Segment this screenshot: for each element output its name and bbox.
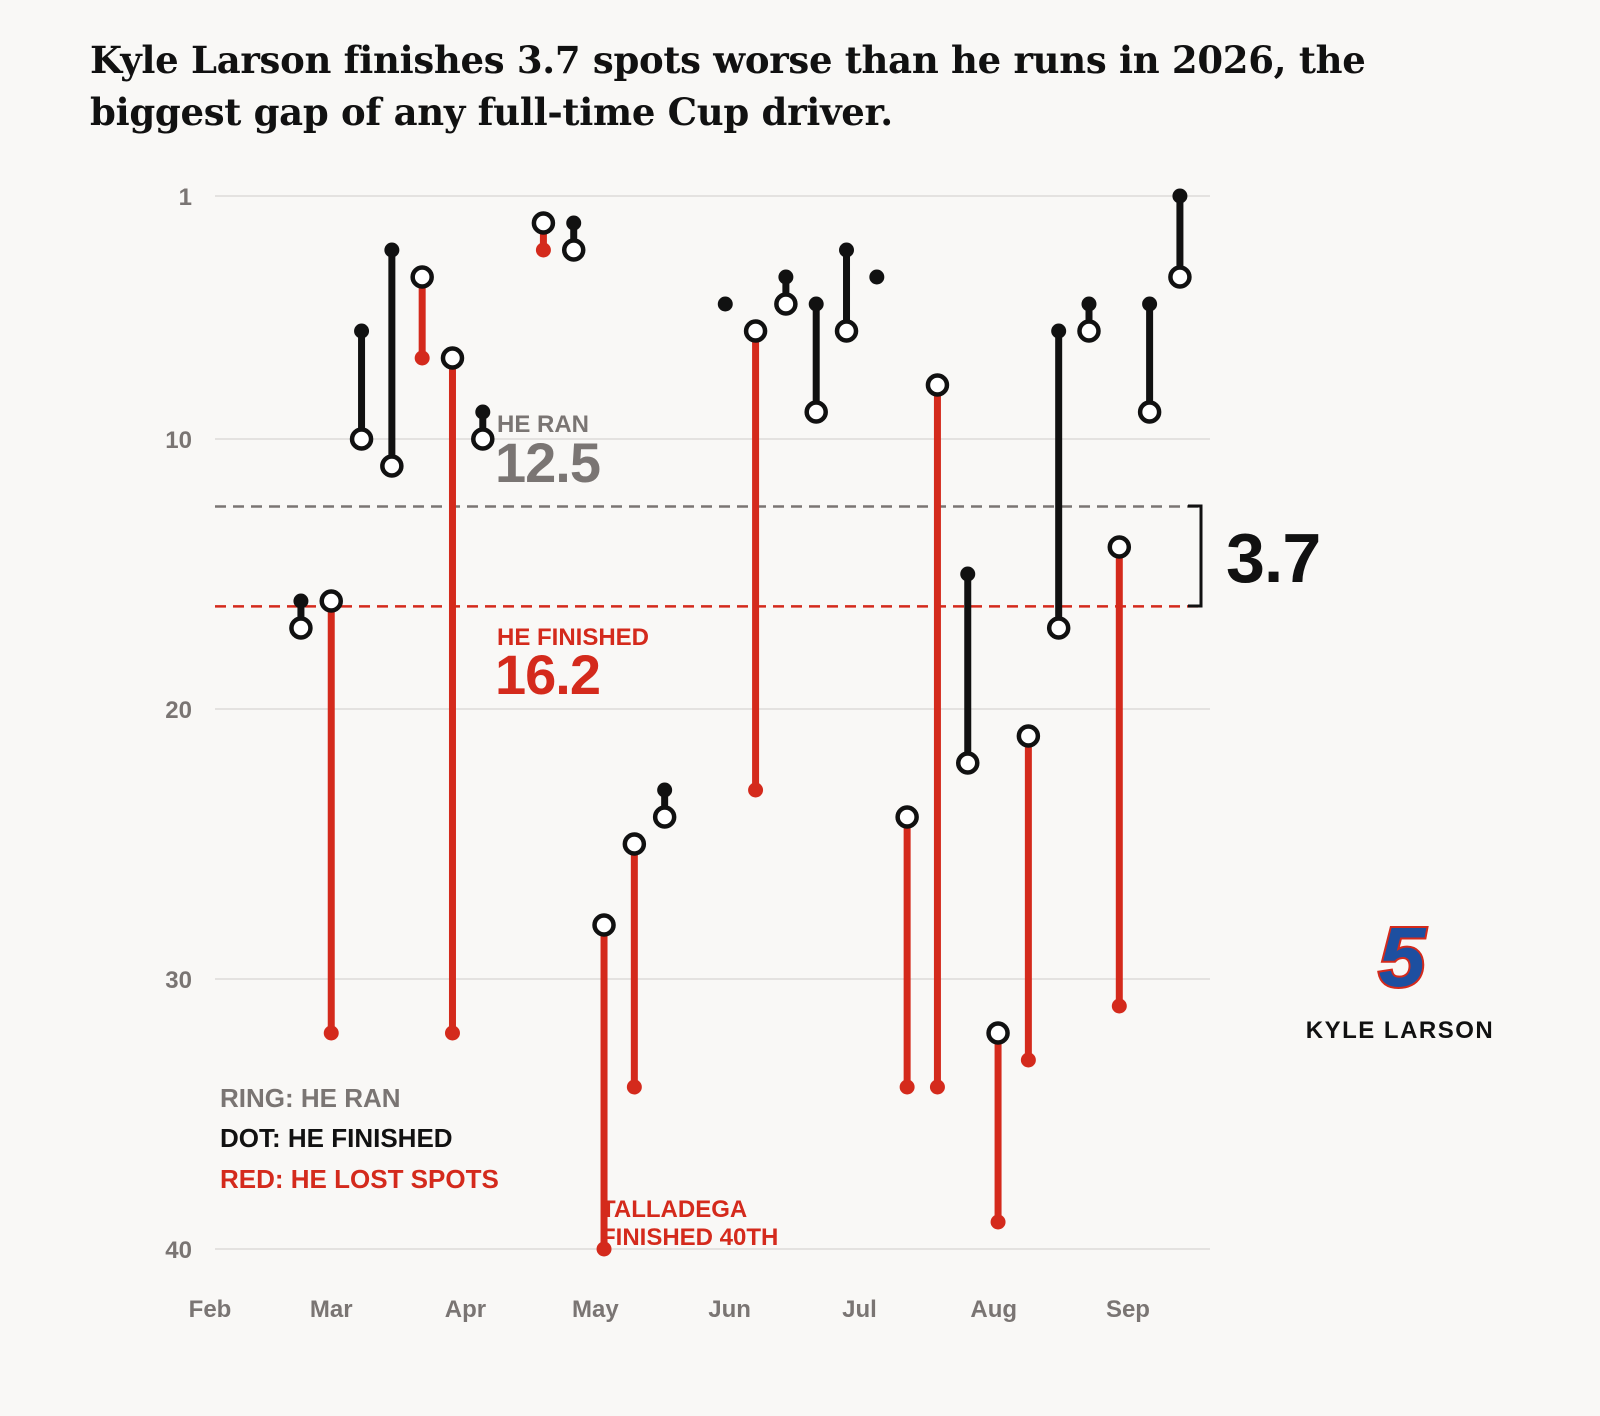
chart-title: Kyle Larson finishes 3.7 spots worse tha… xyxy=(90,38,1366,134)
race-marks xyxy=(289,188,1192,1257)
ran-ring xyxy=(380,454,404,478)
ran-ring xyxy=(774,292,798,316)
gap-value: 3.7 xyxy=(1226,519,1320,597)
y-tick-label: 30 xyxy=(165,967,192,994)
ran-ring xyxy=(804,400,828,424)
finish-dot xyxy=(929,1079,945,1095)
ran-ring xyxy=(895,805,919,829)
finished-average-value: 16.2 xyxy=(495,643,600,706)
car-number: 5 xyxy=(1379,918,1427,998)
driver-brand: 5 KYLE LARSON xyxy=(1290,908,1510,1045)
finish-dot xyxy=(414,350,430,366)
finish-dot xyxy=(748,782,764,798)
ran-ring xyxy=(622,832,647,856)
legend-red: RED: HE LOST SPOTS xyxy=(220,1164,499,1194)
finish-dot xyxy=(475,404,491,420)
ran-average-value: 12.5 xyxy=(495,431,600,494)
x-tick-label: May xyxy=(572,1296,619,1323)
x-tick-label: Feb xyxy=(189,1296,232,1323)
ran-ring xyxy=(1046,616,1071,640)
x-tick-label: Aug xyxy=(970,1296,1017,1323)
finished-average-label: HE FINISHED xyxy=(497,624,649,651)
y-tick-label: 1 xyxy=(179,184,192,211)
finish-dot xyxy=(626,1079,642,1095)
gap-bracket xyxy=(1188,504,1203,608)
legend-ring: RING: HE RAN xyxy=(220,1083,401,1113)
ran-ring xyxy=(834,319,859,343)
grid-lines xyxy=(215,195,1210,1250)
ran-ring xyxy=(410,265,434,289)
finish-dot xyxy=(444,1025,460,1041)
finish-dot xyxy=(1111,998,1127,1014)
ran-ring xyxy=(592,913,616,937)
ran-ring xyxy=(743,319,768,343)
ran-ring xyxy=(531,211,556,235)
finish-dot xyxy=(566,215,582,231)
ran-ring xyxy=(289,616,313,640)
y-tick-label: 10 xyxy=(165,427,192,454)
x-axis-ticks: Feb Mar Apr May Jun Jul Aug Sep xyxy=(189,1296,1150,1323)
x-tick-label: Apr xyxy=(445,1296,486,1323)
y-tick-label: 40 xyxy=(165,1237,192,1264)
finish-dot xyxy=(1172,188,1188,204)
car-number-logo: 5 xyxy=(1377,908,1429,1006)
ran-ring xyxy=(1107,535,1132,559)
talladega-note-line2: FINISHED 40TH xyxy=(601,1224,778,1251)
finish-dot xyxy=(1051,323,1067,339)
ran-ring xyxy=(925,373,950,397)
talladega-note-line1: TALLADEGA xyxy=(601,1196,747,1223)
x-tick-label: Jul xyxy=(842,1296,877,1323)
finish-dot xyxy=(717,296,733,312)
y-tick-label: 20 xyxy=(165,697,192,724)
legend-dot: DOT: HE FINISHED xyxy=(220,1123,453,1153)
finish-dot xyxy=(1142,296,1158,312)
finish-dot xyxy=(354,323,370,339)
ran-ring xyxy=(1077,319,1101,343)
x-tick-label: Sep xyxy=(1106,1296,1150,1323)
ran-ring xyxy=(471,427,495,451)
driver-name: KYLE LARSON xyxy=(1305,1017,1495,1044)
x-tick-label: Mar xyxy=(310,1296,353,1323)
ran-ring xyxy=(561,238,586,262)
x-tick-label: Jun xyxy=(708,1296,751,1323)
ran-ring xyxy=(1016,724,1041,748)
ran-ring xyxy=(319,589,343,613)
finish-dot xyxy=(899,1079,915,1095)
ran-ring xyxy=(986,1021,1010,1045)
finish-dot xyxy=(657,782,673,798)
finish-dot xyxy=(323,1025,339,1041)
finish-dot xyxy=(1081,296,1097,312)
finish-dot xyxy=(384,242,400,258)
ran-average-label: HE RAN xyxy=(497,411,589,438)
finish-dot xyxy=(535,242,551,258)
ran-ring xyxy=(956,751,980,775)
y-axis-ticks: 1 10 20 30 40 xyxy=(165,184,192,1264)
reference-lines xyxy=(215,505,1202,608)
ran-ring xyxy=(349,427,374,451)
finish-dot xyxy=(869,269,885,285)
finish-dot xyxy=(778,269,794,285)
finish-dot xyxy=(960,566,976,582)
ran-ring xyxy=(1137,400,1162,424)
finish-dot xyxy=(808,296,824,312)
ran-ring xyxy=(1168,265,1192,289)
ran-ring xyxy=(440,346,465,370)
finish-dot xyxy=(293,593,309,609)
finish-dot xyxy=(1020,1052,1036,1068)
finish-dot xyxy=(596,1241,612,1257)
finish-dot xyxy=(839,242,855,258)
ran-ring xyxy=(652,805,677,829)
finish-dot xyxy=(990,1214,1006,1230)
